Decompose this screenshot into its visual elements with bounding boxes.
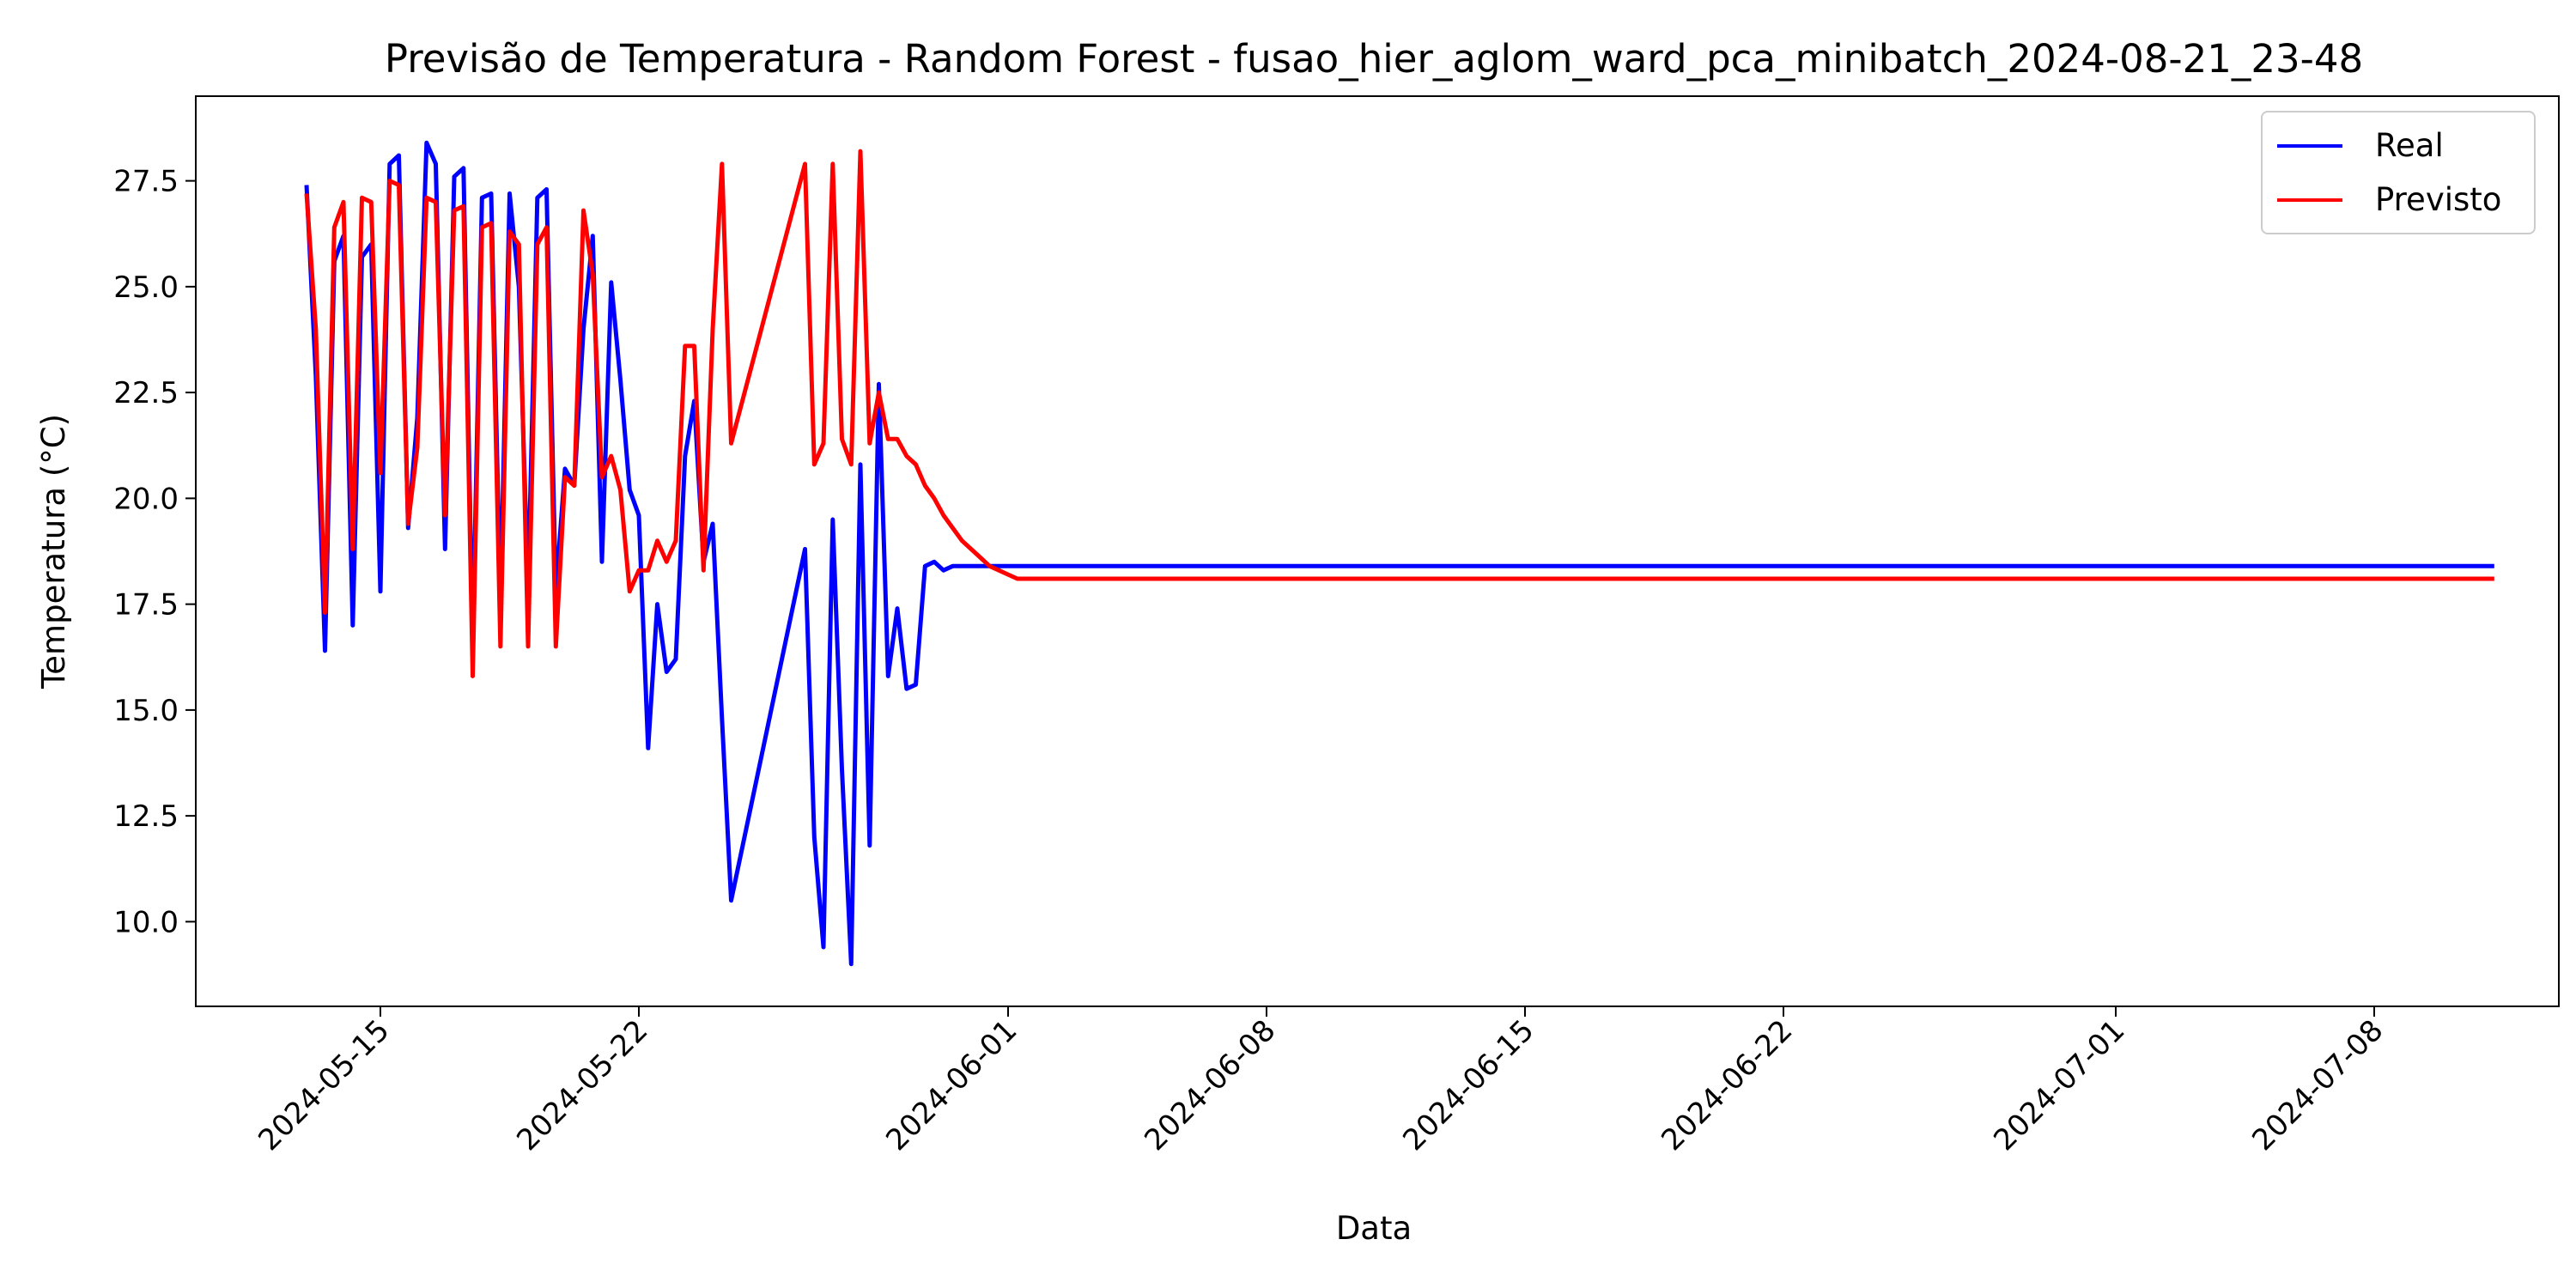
y-tick-label: 25.0 [113, 270, 179, 305]
y-tick-label: 12.5 [113, 799, 179, 834]
y-tick-label: 17.5 [113, 588, 179, 623]
y-tick-label: 22.5 [113, 376, 179, 410]
series-line-previsto [304, 149, 2494, 678]
y-tick-label: 15.0 [113, 694, 179, 728]
legend-box [2261, 111, 2536, 234]
y-tick-label: 27.5 [113, 165, 179, 199]
series-lines [304, 140, 2494, 967]
x-axis-label: Data [1336, 1210, 1412, 1247]
y-axis-label: Temperatura (°C) [35, 414, 72, 690]
legend: Real Previsto [2261, 111, 2536, 234]
legend-label-previsto: Previsto [2375, 181, 2501, 218]
y-tick-label: 10.0 [113, 905, 179, 939]
legend-label-real: Real [2375, 127, 2444, 164]
chart-title: Previsão de Temperatura - Random Forest … [385, 36, 2363, 82]
y-axis-ticks: 10.0 12.5 15.0 17.5 20.0 22.5 25.0 27.5 [113, 165, 196, 939]
y-tick-label: 20.0 [113, 482, 179, 516]
plot-frame [195, 95, 2560, 1007]
